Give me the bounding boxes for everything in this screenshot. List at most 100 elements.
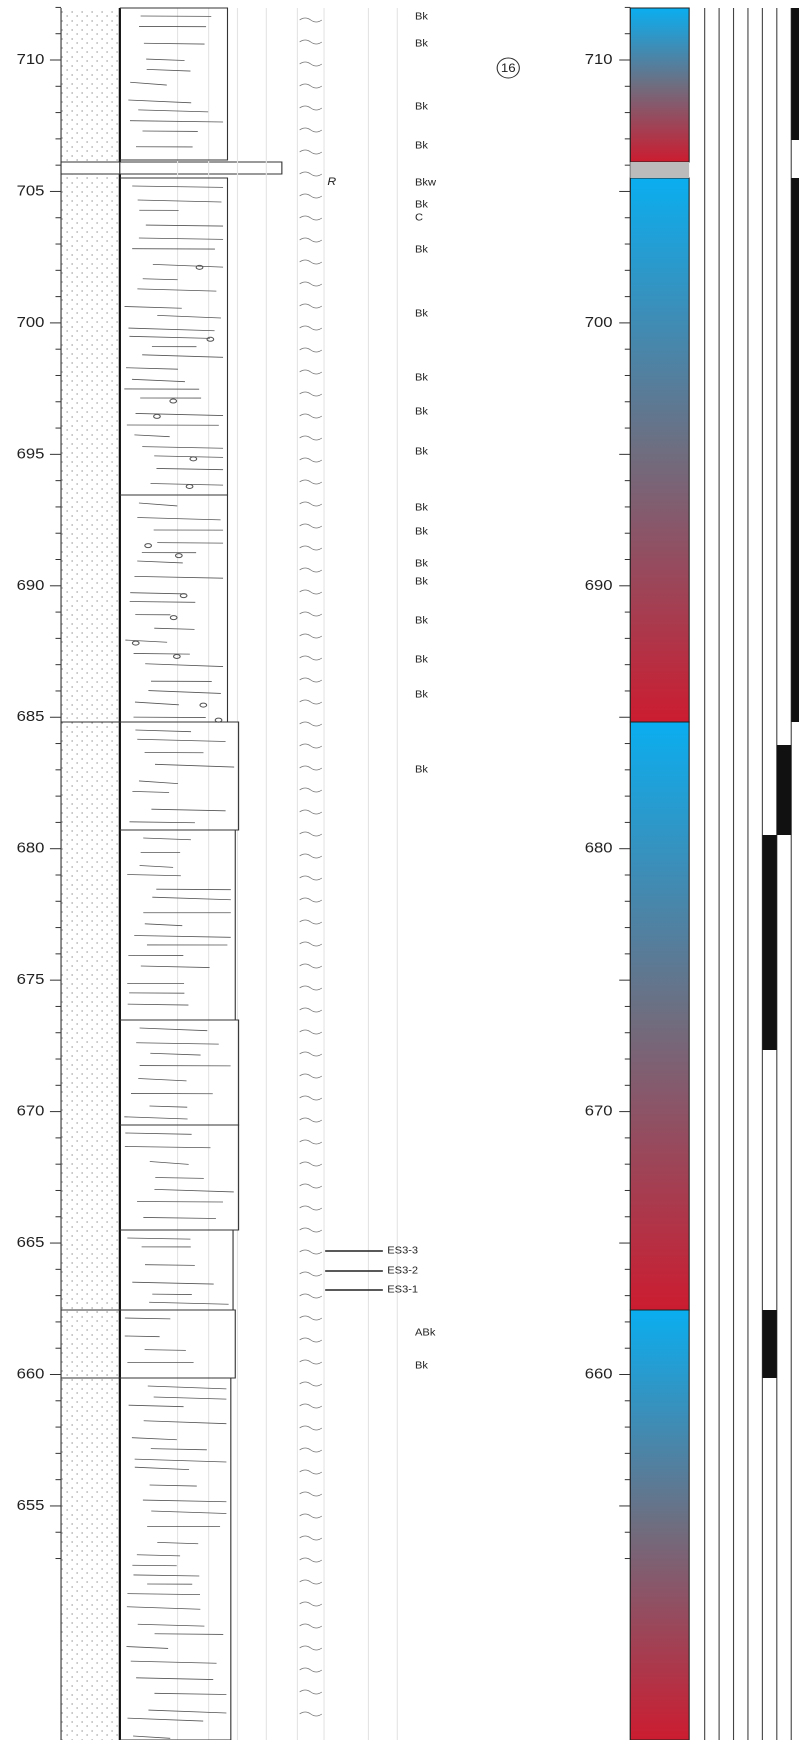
lamina bbox=[129, 821, 195, 824]
symbol bbox=[299, 369, 323, 375]
symbol bbox=[299, 1117, 323, 1123]
depth-label: 690 bbox=[17, 577, 45, 593]
horizon-label: Bk bbox=[415, 1360, 429, 1371]
clast bbox=[169, 615, 178, 621]
lamina bbox=[150, 483, 224, 486]
symbol bbox=[299, 215, 323, 221]
symbol bbox=[299, 1667, 323, 1673]
clast bbox=[131, 640, 140, 646]
lamina bbox=[138, 109, 209, 113]
lamina bbox=[132, 185, 224, 188]
lamina bbox=[134, 1466, 190, 1471]
depth-label: 700 bbox=[585, 315, 613, 331]
clast bbox=[172, 653, 181, 659]
symbol bbox=[299, 1623, 323, 1629]
symbol bbox=[299, 743, 323, 749]
lamina bbox=[148, 690, 221, 694]
clast bbox=[179, 593, 188, 599]
lamina bbox=[138, 780, 179, 784]
lamina bbox=[124, 1335, 160, 1338]
lamina bbox=[157, 314, 221, 319]
lamina bbox=[127, 874, 181, 877]
symbol bbox=[299, 1183, 323, 1189]
symbol bbox=[299, 1579, 323, 1585]
depth-label: 705 bbox=[17, 183, 45, 199]
symbol bbox=[299, 1601, 323, 1607]
symbol bbox=[299, 479, 323, 485]
lamina bbox=[128, 99, 192, 104]
horizon-label: Bk bbox=[415, 689, 429, 700]
symbol bbox=[299, 1359, 323, 1365]
lamina bbox=[153, 1396, 227, 1400]
sand-column bbox=[61, 8, 120, 1740]
horizon-label: Bkw bbox=[415, 177, 436, 188]
symbol bbox=[299, 1557, 323, 1563]
symbol bbox=[299, 1491, 323, 1497]
color-segment bbox=[629, 1309, 690, 1740]
bed bbox=[119, 721, 240, 831]
symbol bbox=[299, 1249, 323, 1255]
symbol bbox=[299, 611, 323, 617]
depth-label: 680 bbox=[585, 840, 613, 856]
symbol bbox=[299, 523, 323, 529]
clast bbox=[174, 553, 183, 559]
lamina bbox=[154, 1692, 227, 1695]
symbol bbox=[299, 1447, 323, 1453]
symbol bbox=[299, 1535, 323, 1541]
lamina bbox=[149, 1484, 197, 1487]
lamina bbox=[127, 1003, 189, 1006]
lamina bbox=[128, 327, 215, 332]
symbol bbox=[299, 699, 323, 705]
lamina bbox=[129, 335, 210, 339]
symbol bbox=[299, 919, 323, 925]
symbol bbox=[299, 787, 323, 793]
horizon-label: Bk bbox=[415, 502, 429, 513]
lamina bbox=[127, 1237, 191, 1240]
horizon-label: Bk bbox=[415, 199, 429, 210]
symbol bbox=[299, 237, 323, 243]
symbol bbox=[299, 567, 323, 573]
symbol bbox=[299, 1337, 323, 1343]
lamina bbox=[135, 413, 224, 416]
color-segment bbox=[629, 721, 690, 1311]
lamina bbox=[145, 663, 224, 667]
color-gap bbox=[630, 162, 690, 178]
horizon-label: Bk bbox=[415, 654, 429, 665]
symbol bbox=[299, 303, 323, 309]
sample-label: ES3-1 bbox=[387, 1284, 418, 1295]
polarity-bar bbox=[762, 835, 777, 1050]
lamina bbox=[124, 1116, 188, 1120]
lamina bbox=[137, 199, 222, 203]
depth-label: 660 bbox=[585, 1366, 613, 1382]
symbol bbox=[299, 17, 323, 23]
horizon-label: Bk bbox=[415, 308, 429, 319]
lamina bbox=[134, 434, 170, 438]
symbol bbox=[299, 149, 323, 155]
clast bbox=[206, 336, 215, 342]
symbol bbox=[299, 677, 323, 683]
clast bbox=[199, 702, 208, 708]
symbol bbox=[299, 259, 323, 265]
symbol bbox=[299, 1161, 323, 1167]
lamina bbox=[149, 1105, 188, 1108]
lamina bbox=[154, 1633, 224, 1635]
symbol bbox=[299, 457, 323, 463]
lamina bbox=[142, 1499, 227, 1503]
symbol bbox=[299, 941, 323, 947]
lamina bbox=[127, 1717, 204, 1722]
lamina bbox=[154, 627, 195, 630]
lamina bbox=[126, 367, 178, 370]
clast bbox=[169, 398, 178, 404]
bed bbox=[119, 1019, 240, 1126]
lamina bbox=[146, 58, 185, 61]
symbol bbox=[299, 391, 323, 397]
symbol bbox=[299, 325, 323, 331]
sample-label: ES3-2 bbox=[387, 1265, 418, 1276]
lamina bbox=[157, 1541, 199, 1545]
horizon-label: Bk bbox=[415, 615, 429, 626]
lamina bbox=[138, 502, 178, 507]
marker: R bbox=[327, 175, 336, 187]
horizon-label: Bk bbox=[415, 101, 429, 112]
hatched-bed bbox=[60, 161, 121, 175]
symbol bbox=[299, 853, 323, 859]
